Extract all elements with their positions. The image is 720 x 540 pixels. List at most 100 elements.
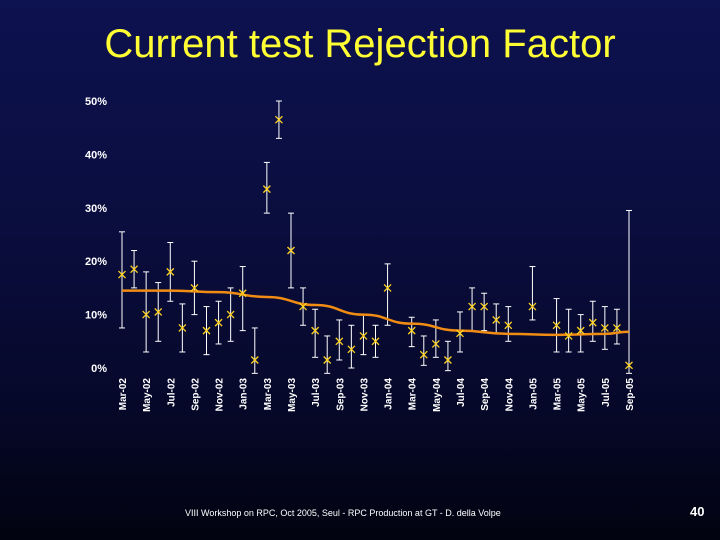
data-point — [226, 310, 235, 319]
data-point — [287, 246, 295, 255]
x-tick-label: Nov-02 — [215, 378, 226, 412]
marker-stroke — [443, 356, 452, 364]
y-tick-label: 50% — [85, 96, 107, 108]
marker-stroke — [612, 323, 621, 332]
marker-stroke — [262, 185, 271, 194]
marker-stroke — [625, 361, 633, 370]
page-number: 40 — [690, 504, 705, 519]
data-point — [154, 307, 163, 316]
data-points — [118, 115, 633, 370]
marker-stroke — [576, 326, 585, 335]
trend-line-group — [121, 289, 630, 337]
x-tick-label: Jul-02 — [166, 378, 177, 407]
data-point — [576, 326, 585, 335]
data-point — [238, 289, 247, 298]
y-tick-label: 30% — [85, 203, 107, 215]
data-point — [407, 326, 416, 335]
marker-stroke — [347, 345, 356, 354]
x-tick-label: May-05 — [577, 378, 588, 412]
marker-stroke — [178, 323, 187, 332]
marker-stroke — [492, 315, 501, 324]
slide-title: Current test Rejection Factor — [104, 22, 616, 66]
x-tick-label: Nov-03 — [359, 378, 370, 412]
data-point — [178, 323, 187, 332]
x-tick-label: Mar-05 — [553, 378, 564, 411]
y-axis-ticks: 0% 10% 20% 30% 40% 50% — [85, 96, 107, 375]
x-axis-ticks: Mar-02 May-02 Jul-02 Sep-02 Nov-02 Jan-03 Mar-… — [118, 378, 636, 412]
data-point — [492, 315, 501, 324]
marker-stroke — [202, 326, 211, 335]
data-point — [250, 356, 259, 364]
data-point — [202, 326, 211, 335]
x-tick-label: Sep-03 — [335, 378, 346, 411]
data-point — [323, 356, 332, 364]
x-tick-label: Mar-04 — [408, 378, 419, 411]
x-tick-label: May-03 — [287, 378, 298, 412]
marker-stroke — [383, 283, 392, 292]
data-point — [456, 329, 464, 338]
marker-stroke — [142, 310, 151, 319]
marker-stroke — [274, 115, 283, 124]
data-point — [383, 283, 392, 292]
marker-stroke — [287, 246, 295, 255]
data-point — [214, 318, 223, 327]
x-tick-label: Sep-04 — [480, 378, 491, 411]
marker-stroke — [311, 326, 320, 335]
marker-stroke — [431, 340, 440, 348]
data-point — [588, 318, 597, 327]
marker-stroke — [154, 307, 163, 316]
marker-stroke — [214, 318, 223, 327]
error-bars — [119, 100, 632, 374]
data-point — [118, 270, 126, 279]
x-tick-label: May-02 — [142, 378, 153, 412]
x-tick-label: Mar-02 — [118, 378, 129, 411]
x-tick-label: May-04 — [432, 378, 443, 412]
data-point — [625, 361, 633, 370]
marker-stroke — [371, 337, 380, 346]
data-point — [480, 302, 489, 311]
marker-stroke — [359, 332, 368, 340]
data-point — [419, 350, 428, 359]
marker-stroke — [564, 332, 573, 340]
marker-stroke — [468, 302, 477, 311]
marker-stroke — [130, 265, 139, 274]
data-point — [335, 337, 344, 346]
data-point — [600, 323, 609, 332]
x-tick-label: Jul-04 — [456, 378, 467, 407]
x-tick-label: Jan-04 — [384, 378, 395, 410]
x-tick-label: Jan-03 — [239, 378, 250, 410]
data-point — [443, 356, 452, 364]
data-point — [564, 332, 573, 340]
marker-stroke — [238, 289, 247, 298]
data-point — [142, 310, 151, 319]
marker-stroke — [407, 326, 416, 335]
data-point — [190, 283, 199, 292]
marker-stroke — [480, 302, 489, 311]
x-tick-label: Sep-02 — [190, 378, 201, 411]
data-point — [299, 302, 308, 311]
data-point — [359, 332, 368, 340]
trend-line — [121, 289, 630, 337]
marker-stroke — [226, 310, 235, 319]
marker-stroke — [323, 356, 332, 364]
marker-stroke — [588, 318, 597, 327]
marker-stroke — [118, 270, 126, 279]
data-point — [468, 302, 477, 311]
marker-stroke — [600, 323, 609, 332]
x-tick-label: Mar-03 — [263, 378, 274, 411]
marker-stroke — [552, 321, 561, 330]
data-point — [552, 321, 561, 330]
x-tick-label: Jul-03 — [311, 378, 322, 407]
data-point — [347, 345, 356, 354]
marker-stroke — [299, 302, 308, 311]
x-tick-label: Sep-05 — [625, 378, 636, 411]
marker-stroke — [504, 321, 513, 330]
y-tick-label: 10% — [85, 310, 107, 322]
marker-stroke — [419, 350, 428, 359]
slide-footer: VIII Workshop on RPC, Oct 2005, Seul - R… — [185, 508, 501, 518]
marker-stroke — [190, 283, 199, 292]
y-tick-label: 40% — [85, 149, 107, 161]
y-tick-label: 20% — [85, 256, 107, 268]
data-point — [371, 337, 380, 346]
